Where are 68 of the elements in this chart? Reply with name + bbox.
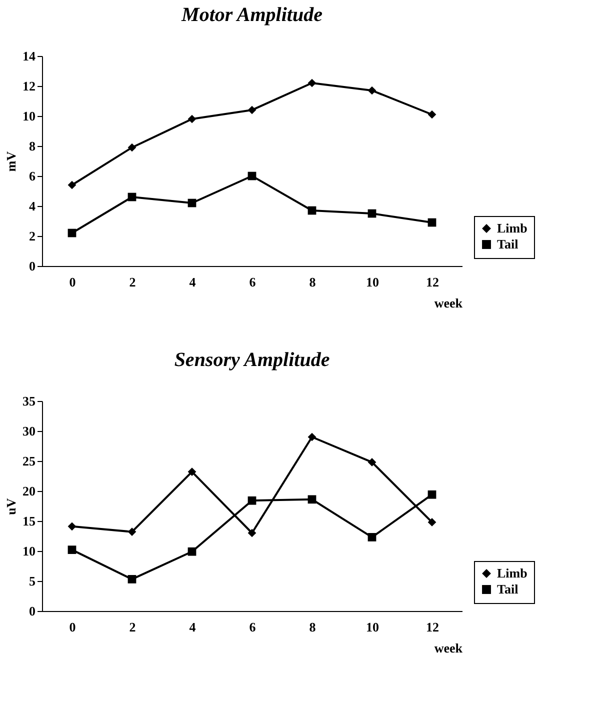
point xyxy=(248,528,256,538)
point xyxy=(308,495,316,504)
point xyxy=(368,458,376,466)
point xyxy=(128,528,136,536)
point xyxy=(248,172,256,180)
y-tick-label: 5 xyxy=(29,574,36,588)
x-tick-label: 8 xyxy=(309,274,316,290)
point xyxy=(68,522,76,531)
point xyxy=(368,209,376,218)
x-tick-label: 4 xyxy=(189,620,196,634)
point xyxy=(248,496,256,505)
chart-title: Motor Amplitude xyxy=(180,4,323,26)
x-tick-label: 12 xyxy=(426,620,439,634)
x-tick-label: 2 xyxy=(129,620,136,634)
x-tick-label: 0 xyxy=(69,274,76,290)
y-tick-label: 35 xyxy=(22,394,36,408)
y-axis-title: mV xyxy=(4,150,18,172)
point xyxy=(428,490,436,499)
y-tick-label: 15 xyxy=(22,514,36,528)
point xyxy=(248,106,256,114)
point xyxy=(68,180,76,190)
point xyxy=(68,546,76,554)
y-tick-label: 4 xyxy=(29,198,36,214)
point xyxy=(428,518,436,526)
legend-label: Tail xyxy=(497,582,519,596)
x-tick-label: 10 xyxy=(366,274,379,290)
legend-label: Limb xyxy=(497,220,528,236)
y-tick-label: 20 xyxy=(22,484,36,498)
x-tick-label: 4 xyxy=(189,274,196,290)
point xyxy=(308,432,316,442)
legend-label: Limb xyxy=(497,566,528,580)
x-tick-label: 8 xyxy=(309,620,316,634)
x-axis-title: week xyxy=(434,296,464,310)
y-tick-label: 10 xyxy=(22,544,36,558)
y-tick-label: 25 xyxy=(22,454,36,468)
point xyxy=(188,198,196,208)
point xyxy=(308,206,316,215)
y-tick-label: 2 xyxy=(29,228,36,244)
point xyxy=(308,78,316,88)
point xyxy=(188,114,196,124)
x-tick-label: 0 xyxy=(69,620,76,634)
point xyxy=(428,110,436,119)
x-axis-title: week xyxy=(434,640,464,656)
point xyxy=(368,86,376,95)
x-tick-label: 10 xyxy=(366,620,379,634)
point xyxy=(188,468,196,476)
point xyxy=(128,192,136,202)
x-tick-label: 12 xyxy=(426,274,439,290)
y-tick-label: 30 xyxy=(22,424,36,438)
y-tick-label: 12 xyxy=(22,78,36,94)
point xyxy=(68,228,76,238)
point xyxy=(128,575,136,584)
y-tick-label: 0 xyxy=(29,258,36,274)
chart-title: Sensory Amplitude xyxy=(174,349,330,371)
point xyxy=(428,218,436,227)
y-tick-label: 8 xyxy=(29,138,36,154)
x-tick-label: 2 xyxy=(129,274,136,290)
y-axis-title: uV xyxy=(4,498,18,515)
x-tick-label: 6 xyxy=(249,274,256,290)
point xyxy=(368,533,376,542)
x-tick-label: 6 xyxy=(249,620,256,634)
y-tick-label: 0 xyxy=(29,604,36,618)
y-tick-label: 14 xyxy=(22,48,36,64)
legend-label: Tail xyxy=(497,236,519,252)
point xyxy=(188,547,196,556)
y-tick-label: 6 xyxy=(29,168,36,184)
point xyxy=(128,143,136,152)
y-tick-label: 10 xyxy=(22,108,36,124)
